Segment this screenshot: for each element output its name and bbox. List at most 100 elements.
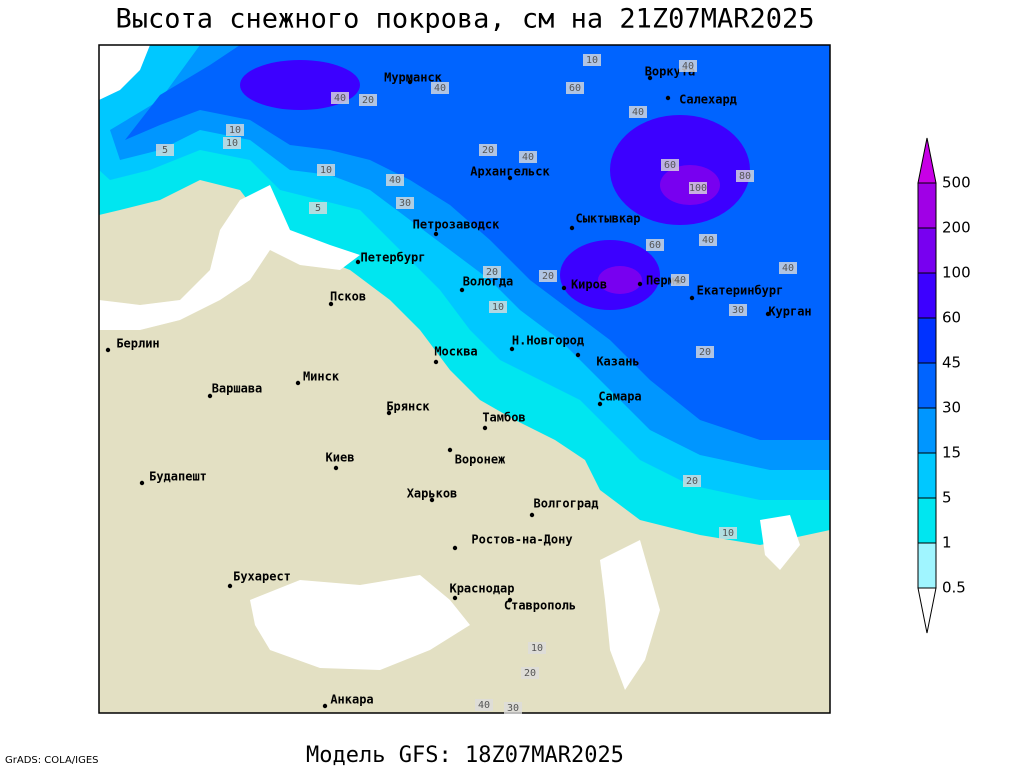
city-label: Варшава (212, 382, 263, 396)
colorbar-band (917, 227, 937, 274)
contour-label-box (679, 60, 697, 72)
contour-label-box (646, 239, 664, 251)
colorbar-label: 1 (942, 534, 952, 552)
contour-label: 5 (315, 203, 321, 214)
contour-label-box (683, 475, 701, 487)
contour-label: 10 (531, 643, 543, 654)
colorbar-end (917, 587, 937, 634)
city-label: Мурманск (384, 71, 443, 85)
city-dot (227, 583, 233, 589)
contour-label: 5 (162, 145, 168, 156)
colorbar-end (917, 137, 937, 184)
city-dot (452, 545, 458, 551)
contour-label: 20 (362, 95, 374, 106)
sea (600, 540, 660, 690)
contour-label-box (671, 274, 689, 286)
contour-label-box (156, 144, 174, 156)
contour-label: 40 (478, 700, 490, 711)
city-label: Харьков (407, 487, 458, 501)
contour-label: 30 (507, 703, 519, 714)
contour-label: 60 (649, 240, 661, 251)
contour-label: 10 (229, 125, 241, 136)
contour-label: 20 (542, 271, 554, 282)
city-label: Сыктывкар (575, 212, 640, 226)
contour-label: 40 (334, 93, 346, 104)
contour-label-box (699, 234, 717, 246)
colorbar-label: 0.5 (942, 579, 966, 597)
city-dot (295, 380, 301, 386)
city-dot (765, 311, 771, 317)
colorbar-label: 15 (942, 444, 961, 462)
contour-label: 40 (682, 61, 694, 72)
city-label: Волгоград (533, 497, 598, 511)
contour-label: 100 (689, 183, 707, 194)
contour-label-box (223, 137, 241, 149)
colorbar-label: 30 (942, 399, 961, 417)
city-dot (429, 497, 435, 503)
map (98, 44, 831, 714)
city-dot (459, 287, 465, 293)
city-dot (355, 259, 361, 265)
city-label: Н.Новгород (512, 334, 584, 348)
contour-label: 10 (722, 528, 734, 539)
city-label: Петрозаводск (413, 218, 500, 232)
map-title: Высота снежного покрова, см на 21Z07MAR2… (116, 4, 815, 35)
city-label: Будапешт (149, 470, 207, 484)
contour-label-box (528, 642, 546, 654)
city-dot (407, 79, 413, 85)
sea (99, 45, 150, 100)
contour-label: 60 (664, 160, 676, 171)
contour-label: 10 (586, 55, 598, 66)
contour-label-box (689, 182, 707, 194)
city-dot (665, 95, 671, 101)
contour-label-box (736, 170, 754, 182)
contour-label: 10 (226, 138, 238, 149)
contour-labels: 10 40 60 40 20 10 5 10 40 40 20 30 10 40 60 40 100 80 60 40… (156, 54, 797, 714)
colorbar-band (917, 497, 937, 544)
cities: Мурманск ВоркутаСалехардАрхангельскСыктыв… (105, 65, 812, 709)
sea (99, 185, 360, 330)
sea (760, 515, 800, 570)
city-label: Москва (434, 345, 477, 359)
city-dot (482, 425, 488, 431)
city-label: Ростов-на-Дону (471, 533, 572, 547)
contour-label-box (583, 54, 601, 66)
map-subtitle: Модель GFS: 18Z07MAR2025 (306, 743, 624, 768)
colorbar-label: 100 (942, 264, 971, 282)
colorbar-label: 60 (942, 309, 961, 327)
city-dot (507, 597, 513, 603)
contour-label-box (386, 174, 404, 186)
colorbar-band (917, 452, 937, 499)
city-label: Киров (571, 278, 607, 292)
contour-label-box (519, 151, 537, 163)
contour-label-box (226, 124, 244, 136)
city-dot (647, 75, 653, 81)
city-label: Ставрополь (504, 599, 576, 613)
city-dot (207, 393, 213, 399)
city-dot (433, 359, 439, 365)
city-dot (637, 281, 643, 287)
city-dot (561, 285, 567, 291)
contour-label-box (779, 262, 797, 274)
city-label: Курган (768, 305, 811, 319)
sea (250, 575, 470, 670)
city-label: Самара (598, 390, 641, 404)
contour-label: 20 (482, 145, 494, 156)
colorbar-label: 5 (942, 489, 952, 507)
city-label: Архангельск (470, 165, 550, 179)
contour-label-box (696, 346, 714, 358)
city-label: Киев (326, 451, 355, 465)
city-label: Псков (330, 290, 366, 304)
contour-label-box (629, 106, 647, 118)
colorbar-band (917, 272, 937, 319)
city-dot (105, 347, 111, 353)
snow-100 (598, 266, 642, 294)
contour-label-box (475, 699, 493, 711)
colorbar-band (917, 362, 937, 409)
contour-label: 40 (389, 175, 401, 186)
credit: GrADS: COLA/IGES (5, 755, 99, 766)
contour-label: 40 (522, 152, 534, 163)
contour-label: 40 (632, 107, 644, 118)
